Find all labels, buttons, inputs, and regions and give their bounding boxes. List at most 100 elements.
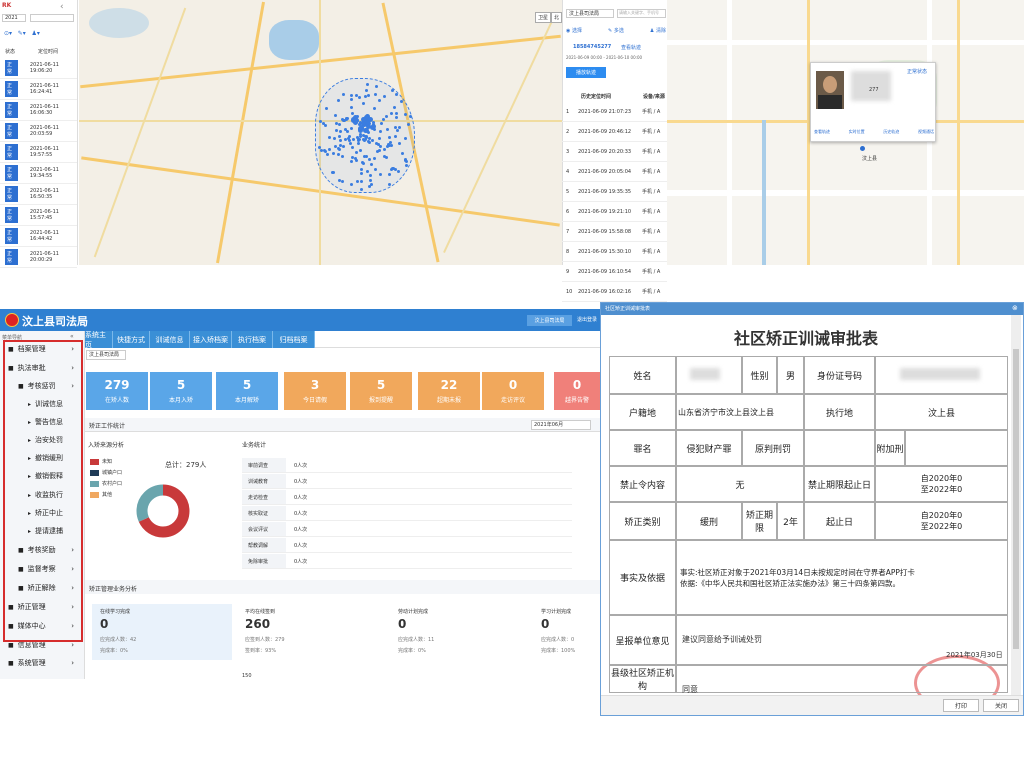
location-dot[interactable]: [368, 117, 374, 123]
location-dot[interactable]: [370, 162, 374, 166]
location-dot[interactable]: [378, 99, 382, 103]
list-item[interactable]: 正常 2021-06-11 19:57:55: [0, 142, 77, 163]
sidebar-item[interactable]: ■ 考核奖励 ›: [0, 541, 80, 559]
location-dot[interactable]: [369, 174, 373, 178]
search-input[interactable]: [30, 14, 74, 22]
sidebar-item[interactable]: ■ 考核惩罚 ›: [0, 377, 80, 395]
sidebar-item[interactable]: ▸ 撤销假释: [0, 467, 80, 485]
play-track-button[interactable]: 播放轨迹: [566, 67, 606, 78]
location-dot[interactable]: [375, 84, 379, 88]
location-dot[interactable]: [400, 100, 404, 104]
location-dot[interactable]: [390, 166, 394, 170]
history-action[interactable]: 历史轨迹: [883, 129, 900, 134]
location-dot[interactable]: [361, 138, 365, 142]
sidebar-item[interactable]: ■ 执法审批 ›: [0, 359, 80, 377]
location-dot[interactable]: [395, 116, 399, 120]
select-tool[interactable]: ◉ 选择: [566, 28, 582, 34]
sidebar-item[interactable]: ▸ 撤销缓刑: [0, 449, 80, 467]
location-dot[interactable]: [398, 142, 401, 146]
location-dot[interactable]: [389, 143, 393, 147]
location-dot[interactable]: [333, 137, 337, 141]
location-dot[interactable]: [334, 129, 338, 132]
location-dot[interactable]: [323, 123, 327, 127]
location-dot[interactable]: [373, 128, 377, 132]
location-dot[interactable]: [360, 188, 364, 192]
location-dot[interactable]: [401, 151, 405, 155]
location-dot[interactable]: [349, 106, 353, 110]
location-dot[interactable]: [337, 98, 341, 102]
location-dot[interactable]: [350, 127, 354, 131]
location-marker-icon[interactable]: [860, 146, 865, 151]
location-dot[interactable]: [348, 141, 352, 145]
location-dot[interactable]: [361, 161, 365, 165]
location-dot[interactable]: [357, 122, 361, 126]
realtime-action[interactable]: 实时位置: [848, 129, 865, 134]
location-dot[interactable]: [365, 88, 369, 92]
location-dot[interactable]: [382, 95, 386, 99]
location-dot[interactable]: [347, 138, 351, 142]
track-action[interactable]: 查看轨迹: [814, 129, 830, 134]
location-dot[interactable]: [379, 130, 383, 134]
sidebar-item[interactable]: ■ 媒体中心 ›: [0, 617, 80, 635]
location-dot[interactable]: [396, 128, 400, 132]
date-range[interactable]: 2021-06-09 00:00 - 2021-06-10 00:00: [566, 55, 643, 60]
tab-4[interactable]: 执行档案: [232, 331, 273, 348]
stat-card[interactable]: 279 在矫人数: [86, 372, 148, 410]
logout-button[interactable]: 退出登录: [577, 317, 598, 323]
location-dot[interactable]: [395, 111, 399, 115]
location-dot[interactable]: [369, 179, 373, 183]
sidebar-item[interactable]: ■ 档案管理 ›: [0, 340, 80, 358]
location-dot[interactable]: [340, 118, 344, 122]
location-dot[interactable]: [345, 129, 349, 133]
location-dot[interactable]: [355, 151, 359, 155]
location-dot[interactable]: [356, 141, 360, 145]
location-dot[interactable]: [404, 137, 408, 141]
location-dot[interactable]: [359, 133, 363, 137]
sidebar-item[interactable]: ■ 系统管理 ›: [0, 654, 80, 672]
location-dot[interactable]: [386, 145, 390, 149]
location-dot[interactable]: [407, 122, 411, 126]
history-row[interactable]: 8 2021-06-09 15:30:10 手机 / A: [562, 242, 667, 262]
toolbar-icons[interactable]: ⊙▾ ✎▾ ♟▾: [4, 30, 40, 37]
location-dot[interactable]: [361, 117, 367, 123]
location-dot[interactable]: [361, 121, 367, 127]
org-select[interactable]: 汶上县司法局: [86, 350, 126, 360]
sidebar-item[interactable]: ▸ 矫正中止: [0, 504, 80, 522]
location-dot[interactable]: [366, 169, 370, 173]
location-dot[interactable]: [367, 139, 371, 143]
location-dot[interactable]: [319, 119, 323, 123]
location-dot[interactable]: [337, 134, 341, 138]
location-dot[interactable]: [362, 161, 366, 165]
video-action[interactable]: 视频通话: [917, 129, 934, 134]
location-dot[interactable]: [393, 105, 397, 109]
location-dot[interactable]: [384, 156, 388, 160]
tab-5[interactable]: 归档档案: [273, 331, 315, 348]
location-dot[interactable]: [334, 122, 338, 126]
location-dot[interactable]: [355, 93, 359, 97]
org-select[interactable]: 汶上县司法局: [566, 9, 614, 18]
list-item[interactable]: 正常 2021-06-11 16:24:41: [0, 79, 77, 100]
location-dot[interactable]: [388, 136, 392, 140]
close-icon[interactable]: ⊗: [1012, 304, 1018, 312]
location-dot[interactable]: [321, 122, 325, 126]
location-dot[interactable]: [355, 135, 359, 139]
location-dot[interactable]: [350, 98, 354, 102]
location-dot[interactable]: [318, 146, 322, 150]
map-overview[interactable]: 卫星 北: [79, 0, 562, 265]
location-dot[interactable]: [351, 156, 355, 160]
tab-1[interactable]: 快捷方式: [113, 331, 150, 348]
location-dot[interactable]: [346, 136, 350, 140]
location-dot[interactable]: [387, 182, 391, 186]
location-dot[interactable]: [338, 179, 341, 183]
location-dot[interactable]: [378, 144, 382, 148]
location-dot[interactable]: [386, 143, 390, 147]
list-item[interactable]: 正常 2021-06-11 16:44:42: [0, 226, 77, 247]
location-dot[interactable]: [364, 115, 370, 121]
list-item[interactable]: 正常 2021-06-11 16:50:35: [0, 184, 77, 205]
location-dot[interactable]: [394, 126, 398, 130]
location-dot[interactable]: [379, 172, 383, 176]
location-dot[interactable]: [323, 148, 326, 152]
location-dot[interactable]: [408, 114, 412, 118]
location-dot[interactable]: [389, 141, 393, 145]
location-dot[interactable]: [370, 182, 374, 186]
